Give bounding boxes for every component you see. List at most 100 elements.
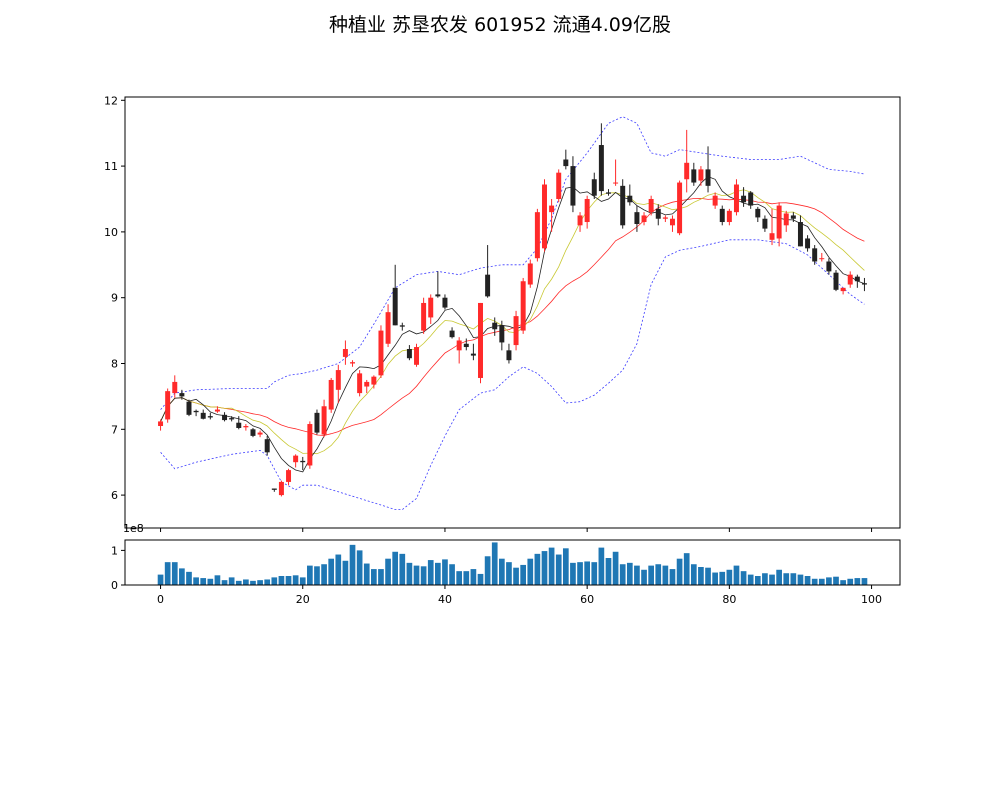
candle-body [520,281,526,331]
candle-body [669,218,675,226]
volume-bar [257,580,263,585]
candle-body [677,182,683,234]
candle-body [797,222,803,247]
candle-body [534,212,540,259]
volume-bar [804,576,811,585]
candle-body [200,412,206,419]
volume-bar [833,576,839,585]
volume-bar [470,569,477,585]
volume-bar [491,542,498,585]
candle-body [691,169,697,183]
candle-body [392,287,398,326]
volume-bar [164,562,171,585]
volume-bar [776,569,782,585]
volume-bar [719,571,726,585]
candle-body [556,172,562,199]
x-tick-label: 20 [296,593,310,606]
volume-bar [207,578,214,585]
volume-bar [449,564,455,585]
candle-body [833,272,839,290]
candle-body [236,422,242,428]
candle-body [563,159,569,167]
candle-body [705,169,711,186]
volume-bar [477,573,484,585]
volume-bar [356,550,363,585]
volume-bar [285,576,292,585]
volume-bar [363,563,370,585]
volume-bar [605,558,612,585]
volume-bar [669,569,676,585]
volume-bar [747,574,754,585]
volume-bar [513,567,519,585]
volume-bar [307,565,313,585]
candle-body [470,353,476,356]
candle-body [300,460,306,463]
volume-bar [783,573,790,585]
candle-body [741,195,747,203]
y-tick-label: 9 [111,292,118,305]
candle-body [527,263,533,285]
volume-bar [769,574,775,585]
volume-bar [705,567,711,585]
volume-bar [598,547,605,585]
candle-body [364,381,370,387]
candle-body [726,210,732,223]
volume-bar [328,558,335,585]
volume-bar [690,564,697,585]
candle-body [627,195,633,203]
volume-bar [534,553,541,585]
volume-y-tick-label: 0 [111,579,118,592]
candle-body [414,347,420,365]
candle-body [357,373,363,394]
volume-bar [243,579,249,585]
volume-bar [250,580,256,585]
volume-axes-frame [124,539,901,586]
volume-bar [698,567,704,585]
volume-bar [228,577,235,585]
volume-bar [612,551,619,585]
x-tick-label: 100 [861,593,882,606]
y-tick-label: 11 [104,160,118,173]
candle-body [819,258,825,260]
volume-bar [498,558,505,585]
candle-body [733,184,739,213]
candle-body [769,233,775,240]
volume-bar [506,562,512,585]
ma5-line [160,176,865,473]
volume-bar [484,556,491,585]
candle-body [549,205,555,213]
volume-bar [634,565,640,585]
volume-bar [655,564,662,585]
volume-bar [371,569,377,585]
volume-bar [342,560,349,585]
candle-body [805,238,811,249]
price-panel: 6 7 8 9 10 11 12 [104,94,901,532]
candle-body [719,208,725,223]
y-tick-label: 12 [104,94,118,107]
candle-body [264,439,270,453]
volume-bar [321,564,327,585]
candle-body [662,217,668,219]
candle-body [179,393,185,397]
volume-bar [427,560,434,585]
volume-bar [577,562,583,585]
volume-bar [193,577,199,585]
candle-body [186,401,192,415]
candle-body [776,205,782,239]
volume-bar [548,547,555,585]
candle-body [847,274,853,285]
candle-body [421,302,427,331]
candle-body [655,208,661,219]
candle-body [250,429,256,436]
candle-body [328,379,334,410]
volume-bar [278,576,285,585]
y-tick-label: 10 [104,226,118,239]
volume-bar [463,571,470,585]
volume-bar [683,553,690,585]
volume-bar [456,571,463,585]
candle-body [335,370,341,390]
candle-body [790,215,796,219]
candle-body [840,287,846,292]
volume-bar [797,574,804,585]
